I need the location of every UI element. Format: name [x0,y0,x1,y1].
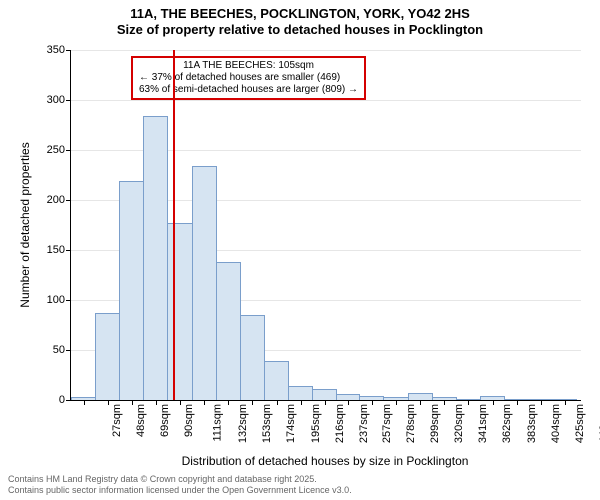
histogram-bar [216,262,241,400]
histogram-bar [119,181,144,400]
xtick-label: 90sqm [183,404,195,437]
xtick-mark [180,400,181,405]
xtick-label: 383sqm [526,404,538,443]
footer-line-2: Contains public sector information licen… [8,485,352,496]
xtick-mark [565,400,566,405]
footer: Contains HM Land Registry data © Crown c… [8,474,352,496]
histogram-bar [312,389,337,400]
chart-title: 11A, THE BEECHES, POCKLINGTON, YORK, YO4… [0,0,600,39]
xtick-label: 257sqm [381,404,393,443]
histogram-bar [143,116,168,400]
histogram-bar [264,361,289,400]
xtick-mark [420,400,421,405]
xtick-mark [301,400,302,405]
xtick-mark [541,400,542,405]
title-line-2: Size of property relative to detached ho… [0,22,600,38]
xtick-label: 362sqm [502,404,514,443]
xtick-mark [468,400,469,405]
xtick-label: 69sqm [159,404,171,437]
gridline [71,50,581,51]
xtick-mark [252,400,253,405]
xtick-mark [108,400,109,405]
histogram-bar [240,315,265,400]
xtick-label: 341sqm [477,404,489,443]
xtick-mark [325,400,326,405]
xtick-label: 320sqm [453,404,465,443]
xtick-mark [348,400,349,405]
xtick-label: 132sqm [237,404,249,443]
callout-line-2: 63% of semi-detached houses are larger (… [139,84,358,96]
footer-line-1: Contains HM Land Registry data © Crown c… [8,474,352,485]
callout-box: 11A THE BEECHES: 105sqm ← 37% of detache… [131,56,366,100]
ytick-label: 350 [47,44,71,56]
xtick-mark [396,400,397,405]
xtick-mark [517,400,518,405]
xtick-mark [372,400,373,405]
xtick-label: 237sqm [358,404,370,443]
ytick-label: 250 [47,144,71,156]
xtick-label: 278sqm [405,404,417,443]
y-axis-label: Number of detached properties [18,142,32,307]
gridline [71,100,581,101]
xtick-label: 425sqm [574,404,586,443]
xtick-label: 216sqm [334,404,346,443]
xtick-mark [204,400,205,405]
xtick-mark [493,400,494,405]
xtick-mark [277,400,278,405]
xtick-label: 404sqm [550,404,562,443]
ytick-label: 200 [47,194,71,206]
ytick-label: 300 [47,94,71,106]
x-axis-label: Distribution of detached houses by size … [182,454,469,468]
xtick-mark [84,400,85,405]
chart-container: 11A, THE BEECHES, POCKLINGTON, YORK, YO4… [0,0,600,500]
xtick-label: 153sqm [262,404,274,443]
plot-area: 11A THE BEECHES: 105sqm ← 37% of detache… [70,50,581,401]
xtick-label: 299sqm [429,404,441,443]
histogram-bar [192,166,217,400]
xtick-label: 111sqm [212,404,224,442]
xtick-mark [444,400,445,405]
title-line-1: 11A, THE BEECHES, POCKLINGTON, YORK, YO4… [0,6,600,22]
xtick-label: 27sqm [111,404,123,437]
xtick-label: 48sqm [135,404,147,437]
histogram-bar [408,393,433,400]
marker-line [173,50,175,400]
ytick-label: 0 [59,394,71,406]
histogram-bar [288,386,313,400]
callout-line-1: ← 37% of detached houses are smaller (46… [139,72,358,84]
xtick-mark [156,400,157,405]
ytick-label: 150 [47,244,71,256]
callout-title: 11A THE BEECHES: 105sqm [139,60,358,72]
xtick-label: 174sqm [286,404,298,443]
xtick-mark [228,400,229,405]
ytick-label: 50 [53,344,71,356]
xtick-mark [132,400,133,405]
histogram-bar [95,313,120,400]
histogram-bar [167,223,192,400]
xtick-label: 195sqm [310,404,322,443]
ytick-label: 100 [47,294,71,306]
